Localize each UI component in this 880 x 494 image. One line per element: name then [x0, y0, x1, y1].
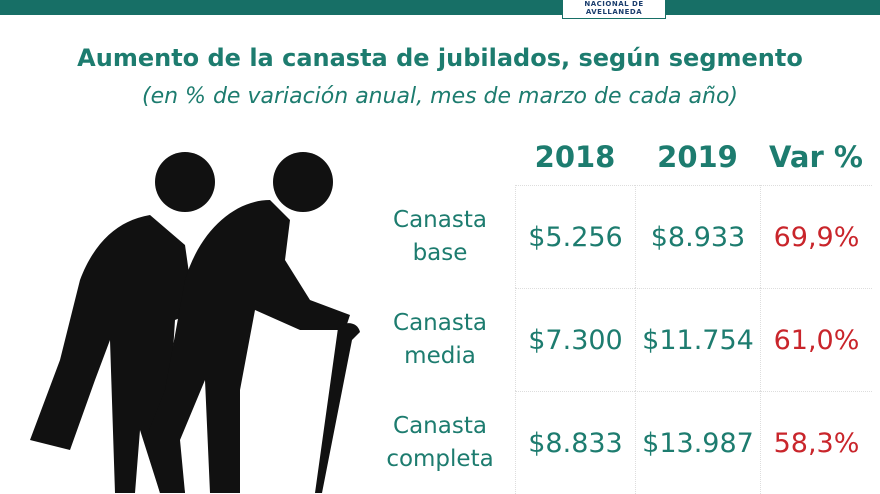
- table-cell: 69,9%: [760, 185, 872, 288]
- table-cell: $7.300: [515, 288, 635, 391]
- subtitle: (en % de variación anual, mes de marzo d…: [142, 84, 738, 109]
- logo-line: NACIONAL DE: [584, 0, 644, 8]
- row-label: Canasta base: [393, 206, 487, 266]
- logo-line: AVELLANEDA: [585, 8, 643, 16]
- table-cell: $13.987: [635, 391, 760, 494]
- elderly-silhouettes: [30, 152, 360, 493]
- table-cell: $8.933: [635, 185, 760, 288]
- table-cell: $5.256: [515, 185, 635, 288]
- row-label: Canasta media: [393, 309, 487, 369]
- row-label: Canasta completa: [386, 412, 494, 472]
- column-header: Var %: [769, 140, 863, 174]
- column-header: 2018: [534, 140, 616, 174]
- top-bar: [0, 0, 880, 15]
- column-header: 2019: [657, 140, 738, 174]
- table-cell: $8.833: [515, 391, 635, 494]
- table-cell: 61,0%: [760, 288, 872, 391]
- table-cell: $11.754: [635, 288, 760, 391]
- table-cell: 58,3%: [760, 391, 872, 494]
- logo: NACIONAL DE AVELLANEDA: [562, 0, 666, 19]
- title: Aumento de la canasta de jubilados, segú…: [77, 44, 803, 72]
